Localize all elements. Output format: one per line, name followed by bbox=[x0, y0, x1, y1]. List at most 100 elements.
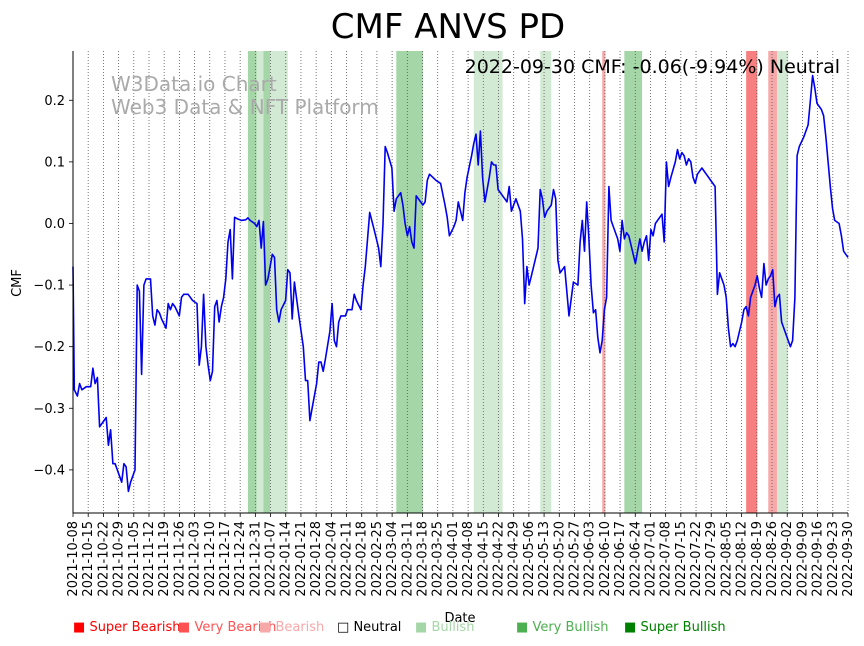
x-tick-label: 2022-08-26 bbox=[765, 521, 780, 597]
legend-swatch: ■ bbox=[415, 620, 428, 635]
x-tick-label: 2022-02-25 bbox=[370, 521, 385, 597]
x-tick-label: 2022-06-17 bbox=[613, 521, 628, 597]
band-bullish-3 bbox=[270, 51, 288, 513]
x-tick-label: 2022-06-24 bbox=[628, 521, 643, 597]
chart-title: CMF ANVS PD bbox=[331, 7, 565, 47]
legend-super-bullish: ■ Super Bullish bbox=[624, 620, 726, 635]
band-very-bullish-4 bbox=[396, 51, 423, 513]
legend-bearish: ■ Bearish bbox=[259, 620, 324, 635]
band-very-bullish-0 bbox=[247, 51, 257, 513]
x-tick-label: 2022-09-16 bbox=[811, 521, 826, 597]
x-tick-label: 2022-05-06 bbox=[522, 521, 537, 597]
x-tick-label: 2022-02-04 bbox=[324, 521, 339, 597]
watermark: W3Data.io Chart Web3 Data & NFT Platform bbox=[111, 72, 379, 119]
x-tick-label: 2021-10-22 bbox=[96, 521, 111, 597]
legend-very-bullish: ■ Very Bullish bbox=[516, 620, 609, 635]
legend-super-bearish: ■ Super Bearish bbox=[73, 620, 181, 635]
legend-swatch: ■ bbox=[516, 620, 529, 635]
x-tick-label: 2022-01-07 bbox=[264, 521, 279, 597]
legend-swatch: ■ bbox=[178, 620, 191, 635]
legend-swatch: ■ bbox=[73, 620, 86, 635]
x-tick-label: 2022-03-18 bbox=[416, 521, 431, 597]
legend-swatch: ■ bbox=[624, 620, 637, 635]
watermark-line-2: Web3 Data & NFT Platform bbox=[111, 95, 379, 119]
x-tick-label: 2021-11-05 bbox=[127, 521, 142, 597]
band-very-bearish-9 bbox=[746, 51, 758, 513]
band-bullish-6 bbox=[540, 51, 552, 513]
x-tick-label: 2022-05-27 bbox=[567, 521, 582, 597]
y-tick-label: 0.1 bbox=[44, 155, 65, 170]
x-tick-label: 2022-05-13 bbox=[537, 521, 552, 597]
x-tick-label: 2022-07-08 bbox=[659, 521, 674, 597]
band-bullish-1 bbox=[256, 51, 264, 513]
y-tick-label: −0.2 bbox=[33, 340, 65, 355]
x-tick-label: 2021-12-10 bbox=[203, 521, 218, 597]
x-tick-label: 2022-09-09 bbox=[795, 521, 810, 597]
y-tick-label: −0.1 bbox=[33, 279, 65, 294]
x-tick-label: 2022-03-25 bbox=[431, 521, 446, 597]
legend-label: Neutral bbox=[353, 620, 402, 635]
x-tick-label: 2021-10-08 bbox=[66, 521, 81, 597]
x-tick-label: 2022-07-01 bbox=[643, 521, 658, 597]
x-tick-label: 2022-04-22 bbox=[491, 521, 506, 597]
x-tick-label: 2021-11-19 bbox=[157, 521, 172, 597]
legend-swatch: ■ bbox=[259, 620, 272, 635]
legend-very-bearish: ■ Very Bearish bbox=[178, 620, 276, 635]
x-tick-label: 2021-12-31 bbox=[248, 521, 263, 597]
band-bullish-5 bbox=[473, 51, 503, 513]
legend-neutral: □ Neutral bbox=[337, 620, 401, 635]
x-tick-label: 2022-04-29 bbox=[507, 521, 522, 597]
y-tick-label: 0.2 bbox=[44, 94, 65, 109]
y-tick-label: −0.3 bbox=[33, 402, 65, 417]
x-tick-label: 2022-07-29 bbox=[704, 521, 719, 597]
x-tick-label: 2022-09-23 bbox=[826, 521, 841, 597]
legend-label: Super Bearish bbox=[89, 620, 181, 635]
x-tick-label: 2022-01-28 bbox=[309, 521, 324, 597]
x-ticks: 2021-10-08 2021-10-15 2021-10-22 2021-10-29… bbox=[66, 513, 856, 597]
legend-bullish: ■ Bullish bbox=[415, 620, 474, 635]
x-tick-label: 2022-02-18 bbox=[355, 521, 370, 597]
x-tick-label: 2021-10-15 bbox=[81, 521, 96, 597]
x-tick-label: 2022-07-22 bbox=[689, 521, 704, 597]
x-tick-label: 2022-08-19 bbox=[750, 521, 765, 597]
latest-value-annotation: 2022-09-30 CMF: -0.06(-9.94%) Neutral bbox=[465, 56, 840, 78]
y-axis-label: CMF bbox=[10, 269, 25, 297]
watermark-line-1: W3Data.io Chart bbox=[111, 72, 277, 96]
legend-label: Very Bullish bbox=[532, 620, 609, 635]
x-tick-label: 2022-08-12 bbox=[735, 521, 750, 597]
x-tick-label: 2022-09-02 bbox=[780, 521, 795, 597]
x-tick-label: 2022-06-03 bbox=[583, 521, 598, 597]
legend-label: Bearish bbox=[275, 620, 325, 635]
x-tick-label: 2022-06-10 bbox=[598, 521, 613, 597]
x-tick-label: 2022-04-08 bbox=[461, 521, 476, 597]
x-tick-label: 2022-03-04 bbox=[385, 521, 400, 597]
legend-label: Bullish bbox=[431, 620, 475, 635]
legend: ■ Super Bearish ■ Very Bearish ■ Bearish… bbox=[0, 620, 864, 640]
x-tick-label: 2021-12-24 bbox=[233, 521, 248, 597]
x-tick-label: 2021-11-26 bbox=[172, 521, 187, 597]
band-bullish-11 bbox=[777, 51, 789, 513]
legend-swatch: □ bbox=[337, 620, 350, 635]
y-tick-label: −0.4 bbox=[33, 463, 65, 478]
axes bbox=[72, 51, 848, 514]
x-tick-label: 2021-12-17 bbox=[218, 521, 233, 597]
y-ticks: −0.4 −0.3 −0.2 −0.1 0.0 0.1 0.2 bbox=[33, 94, 73, 478]
x-tick-label: 2022-04-15 bbox=[476, 521, 491, 597]
band-bearish-7 bbox=[602, 51, 606, 513]
x-tick-label: 2022-03-11 bbox=[400, 521, 415, 597]
y-tick-label: 0.0 bbox=[44, 217, 65, 232]
sentiment-bands bbox=[247, 51, 789, 513]
x-tick-label: 2022-08-05 bbox=[719, 521, 734, 597]
x-tick-label: 2021-10-29 bbox=[112, 521, 127, 597]
x-tick-label: 2022-09-30 bbox=[841, 521, 856, 597]
cmf-line bbox=[72, 74, 849, 493]
x-tick-label: 2022-02-11 bbox=[340, 521, 355, 597]
x-tick-label: 2022-04-01 bbox=[446, 521, 461, 597]
date-gridlines bbox=[72, 51, 849, 513]
legend-label: Super Bullish bbox=[640, 620, 726, 635]
x-tick-label: 2021-12-03 bbox=[188, 521, 203, 597]
x-tick-label: 2022-05-20 bbox=[552, 521, 567, 597]
x-tick-label: 2022-01-14 bbox=[279, 521, 294, 597]
cmf-series bbox=[72, 74, 849, 493]
